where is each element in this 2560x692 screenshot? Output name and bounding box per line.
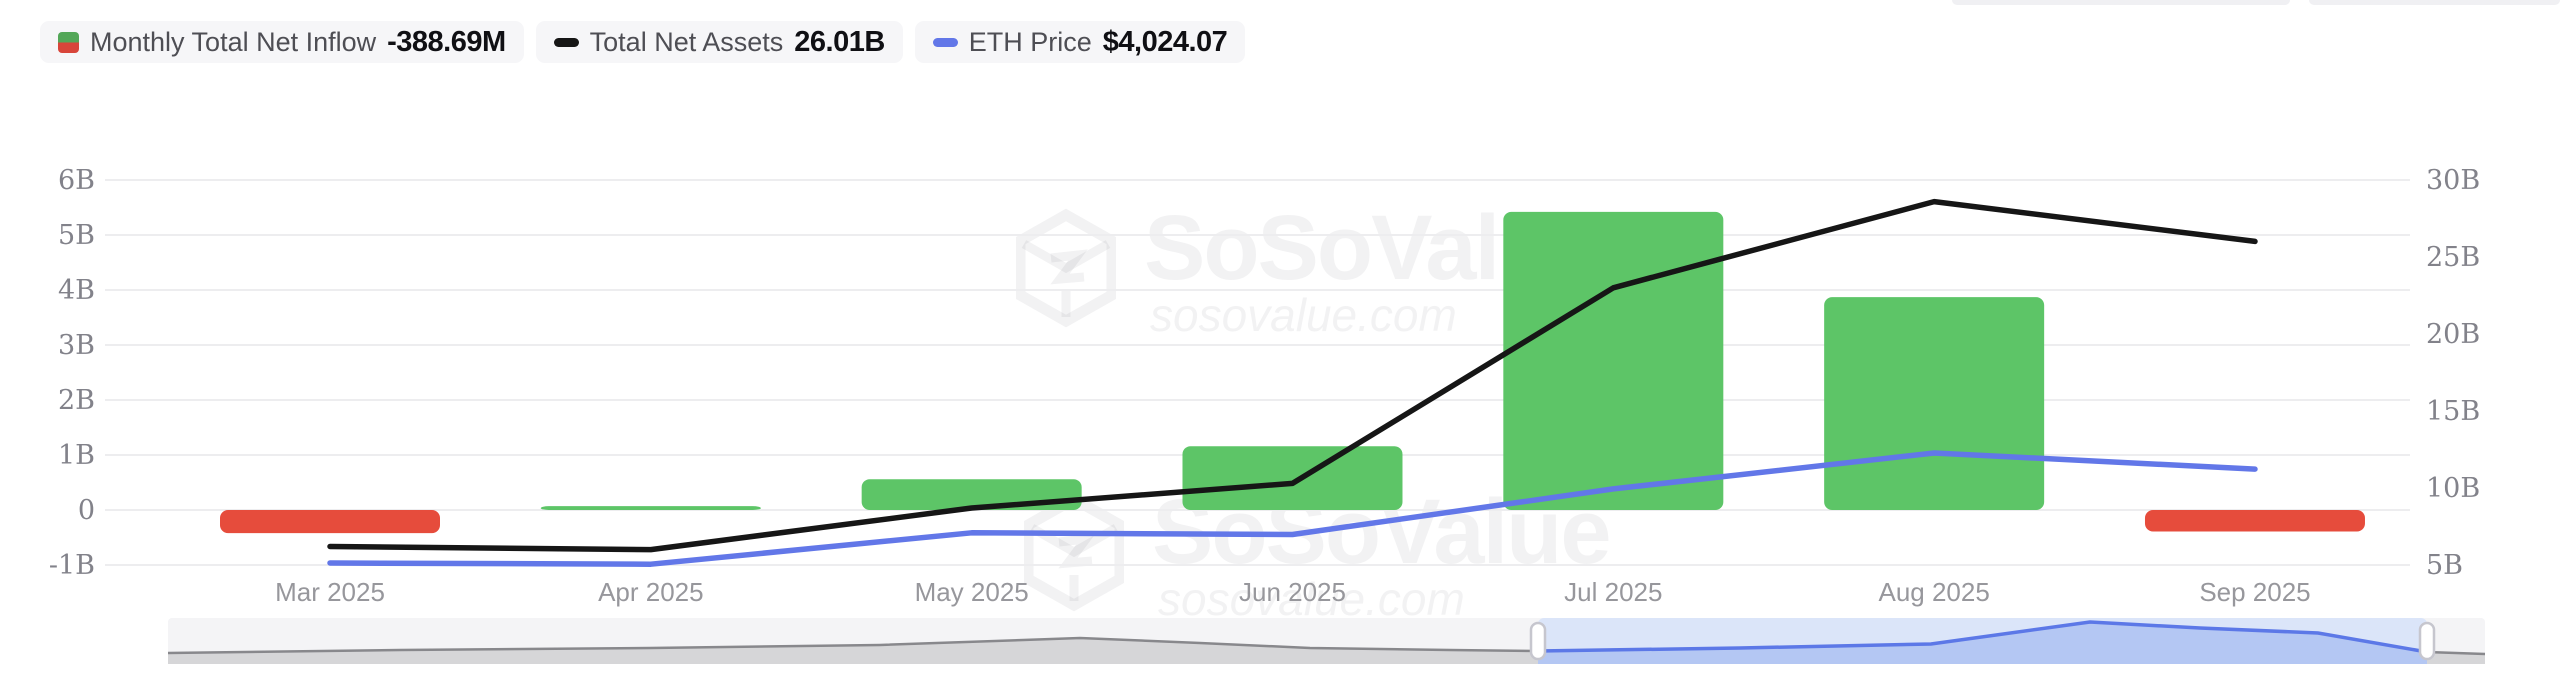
inflow-bar[interactable] <box>2144 510 2365 532</box>
right-axis-tick: 30B <box>2426 165 2480 196</box>
left-axis-tick: 3B <box>58 330 95 361</box>
x-axis-tick: Jun 2025 <box>1239 577 1346 607</box>
legend-label: Monthly Total Net Inflow <box>90 26 377 57</box>
left-axis-tick: 0 <box>78 495 95 526</box>
right-axis-tick: 15B <box>2426 396 2480 427</box>
right-axis-tick: 25B <box>2426 242 2480 273</box>
left-axis-tick: -1B <box>49 550 95 581</box>
right-axis-tick: 20B <box>2426 319 2480 350</box>
eth-price-line[interactable] <box>327 450 2258 567</box>
x-axis-tick: Mar 2025 <box>275 577 385 607</box>
left-axis-tick: 1B <box>58 440 95 471</box>
left-axis-tick: 5B <box>58 220 95 251</box>
legend-label: Total Net Assets <box>589 26 784 57</box>
card-top-strip <box>2309 0 2560 5</box>
left-axis-tick: 6B <box>58 165 95 196</box>
legend-item-eth-price[interactable]: ETH Price $4,024.07 <box>914 21 1246 63</box>
legend-value: $4,024.07 <box>1102 25 1228 58</box>
left-axis-tick: 2B <box>58 385 95 416</box>
inflow-bar[interactable] <box>540 506 761 510</box>
x-axis-tick: Apr 2025 <box>598 577 704 607</box>
inflow-bar[interactable] <box>1503 211 1724 510</box>
card-top-strip <box>1952 0 2290 5</box>
x-axis-tick: Sep 2025 <box>2199 577 2310 607</box>
legend-value: -388.69M <box>387 25 506 58</box>
legend-item-monthly-net-inflow[interactable]: Monthly Total Net Inflow -388.69M <box>40 21 524 63</box>
legend: Monthly Total Net Inflow -388.69M Total … <box>40 21 1246 63</box>
inflow-bar[interactable] <box>1182 446 1403 510</box>
eth-price-line-swatch-icon <box>932 37 958 47</box>
left-axis-tick: 4B <box>58 275 95 306</box>
legend-value: 26.01B <box>794 25 885 58</box>
navigator-handle[interactable] <box>2418 621 2436 661</box>
navigator-window-series <box>1538 620 2427 664</box>
inflow-bar-swatch-icon <box>58 31 79 53</box>
x-axis-tick: Jul 2025 <box>1564 577 1662 607</box>
main-chart-plot: 6B 5B 4B 3B 2B 1B 0 -1B 30B 25B 20B 15B 10B 5B Mar 202… <box>49 165 2480 607</box>
right-axis-tick: 10B <box>2426 473 2480 504</box>
x-axis-tick: May 2025 <box>915 577 1029 607</box>
legend-item-total-net-assets[interactable]: Total Net Assets 26.01B <box>535 21 903 63</box>
total-net-assets-line[interactable] <box>327 198 2258 553</box>
total-net-assets-line-swatch-icon <box>553 37 579 47</box>
legend-label: ETH Price <box>968 26 1092 57</box>
right-axis-tick: 5B <box>2426 550 2463 581</box>
x-axis-tick: Aug 2025 <box>1878 577 1989 607</box>
inflow-bar[interactable] <box>220 510 440 534</box>
navigator-handle[interactable] <box>1529 621 1547 661</box>
